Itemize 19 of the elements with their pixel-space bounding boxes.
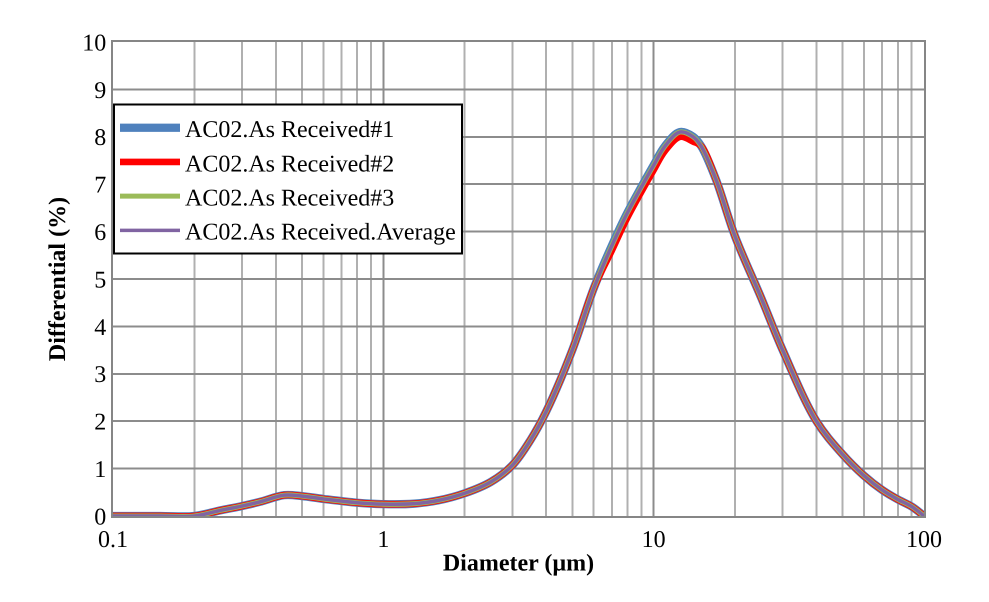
x-tick-label: 10 bbox=[642, 526, 666, 553]
y-tick-label: 2 bbox=[94, 410, 106, 436]
y-tick-label: 3 bbox=[94, 362, 106, 388]
x-tick-label: 1 bbox=[377, 526, 390, 553]
legend-label: AC02.As Received#3 bbox=[185, 185, 394, 212]
y-tick-label: 1 bbox=[94, 457, 106, 483]
y-tick-label: 7 bbox=[94, 172, 106, 199]
legend-label: AC02.As Received#1 bbox=[185, 117, 394, 144]
y-tick-label: 9 bbox=[94, 78, 106, 104]
x-axis-title: Diameter (µm) bbox=[442, 550, 594, 577]
y-tick-label: 8 bbox=[94, 125, 106, 152]
y-tick-label: 5 bbox=[94, 267, 106, 294]
y-axis-title: Differential (%) bbox=[44, 196, 71, 362]
y-tick-label: 6 bbox=[94, 220, 106, 246]
legend-label: AC02.As Received.Average bbox=[185, 220, 456, 246]
legend-label: AC02.As Received#2 bbox=[185, 151, 394, 178]
y-tick-label: 4 bbox=[94, 314, 106, 341]
x-tick-label: 100 bbox=[906, 526, 942, 553]
y-tick-label: 10 bbox=[82, 30, 106, 56]
